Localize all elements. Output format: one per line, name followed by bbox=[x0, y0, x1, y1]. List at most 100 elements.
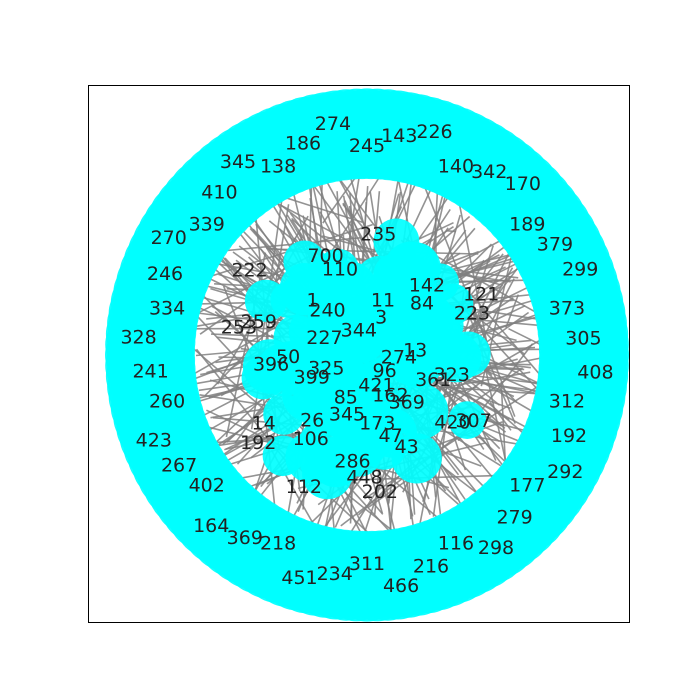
node-label: 186 bbox=[285, 133, 321, 155]
node-label: 344 bbox=[341, 320, 377, 342]
node-label: 192 bbox=[551, 425, 587, 447]
node-label: 85 bbox=[334, 387, 358, 409]
node-label: 305 bbox=[565, 328, 601, 350]
graph-node bbox=[389, 242, 441, 294]
graph-node bbox=[341, 392, 387, 438]
node-label: 143 bbox=[381, 125, 417, 147]
node-label: 202 bbox=[362, 481, 398, 503]
node-label: 292 bbox=[547, 461, 583, 483]
node-label: 423 bbox=[136, 429, 172, 451]
node-label: 116 bbox=[438, 532, 474, 554]
node-label: 307 bbox=[455, 410, 491, 432]
node-label: 106 bbox=[293, 428, 329, 450]
node-label: 240 bbox=[309, 299, 345, 321]
node-label: 466 bbox=[383, 575, 419, 597]
node-label: 369 bbox=[227, 527, 263, 549]
node-label: 226 bbox=[416, 121, 452, 143]
node-label: 110 bbox=[322, 258, 358, 280]
node-label: 13 bbox=[403, 340, 427, 362]
node-label: 299 bbox=[562, 259, 598, 281]
node-label: 1 bbox=[306, 289, 318, 311]
graph-node bbox=[244, 279, 287, 322]
node-label: 162 bbox=[372, 384, 408, 406]
graph-node bbox=[285, 431, 338, 484]
node-label: 334 bbox=[149, 298, 185, 320]
node-label: 241 bbox=[132, 361, 168, 383]
node-label: 369 bbox=[389, 392, 425, 414]
node-label: 700 bbox=[307, 245, 343, 267]
graph-node bbox=[448, 401, 487, 439]
node-label: 274 bbox=[381, 346, 417, 368]
node-label: 173 bbox=[359, 413, 395, 435]
node-label: 286 bbox=[334, 451, 370, 473]
node-label: 312 bbox=[549, 391, 585, 413]
graph-node bbox=[310, 252, 351, 293]
node-label: 311 bbox=[349, 553, 385, 575]
node-label: 223 bbox=[454, 302, 490, 324]
node-label: 267 bbox=[161, 455, 197, 477]
node-label: 260 bbox=[149, 391, 185, 413]
graph-node bbox=[392, 383, 449, 440]
node-label: 270 bbox=[151, 227, 187, 249]
node-label: 342 bbox=[471, 161, 507, 183]
graph-edge bbox=[471, 294, 544, 379]
node-label: 361 bbox=[415, 369, 451, 391]
plot-frame bbox=[88, 85, 630, 623]
graph-node bbox=[431, 283, 474, 326]
node-label: 43 bbox=[395, 436, 419, 458]
graph-node bbox=[538, 324, 591, 376]
node-label: 14 bbox=[252, 413, 276, 435]
node-label: 50 bbox=[276, 346, 300, 368]
node-label: 245 bbox=[349, 135, 385, 157]
node-label: 399 bbox=[294, 367, 330, 389]
graph-edge bbox=[500, 384, 506, 460]
graph-node bbox=[313, 339, 357, 383]
node-label: 323 bbox=[434, 364, 470, 386]
node-label: 410 bbox=[201, 182, 237, 204]
node-label: 96 bbox=[373, 360, 397, 382]
node-label: 222 bbox=[231, 259, 267, 281]
node-label: 328 bbox=[120, 327, 156, 349]
node-label: 140 bbox=[438, 156, 474, 178]
graph-edge bbox=[445, 229, 457, 233]
graph-edge bbox=[363, 385, 539, 500]
node-label: 246 bbox=[147, 263, 183, 285]
node-label: 235 bbox=[360, 223, 396, 245]
node-label: 121 bbox=[463, 284, 499, 306]
node-label: 402 bbox=[189, 474, 225, 496]
node-label: 26 bbox=[300, 410, 324, 432]
node-label: 253 bbox=[221, 316, 257, 338]
node-label: 218 bbox=[260, 532, 296, 554]
node-label: 234 bbox=[317, 563, 353, 585]
node-label: 259 bbox=[241, 311, 277, 333]
node-label: 345 bbox=[329, 403, 365, 425]
node-label: 189 bbox=[509, 214, 545, 236]
node-label: 274 bbox=[315, 113, 351, 135]
node-label: 325 bbox=[308, 358, 344, 380]
node-label: 279 bbox=[496, 506, 532, 528]
node-label: 379 bbox=[537, 233, 573, 255]
graph-edge bbox=[455, 186, 490, 352]
node-label: 298 bbox=[478, 537, 514, 559]
node-label: 216 bbox=[413, 556, 449, 578]
graph-edge bbox=[422, 371, 531, 393]
node-label: 373 bbox=[549, 298, 585, 320]
node-label: 227 bbox=[306, 327, 342, 349]
node-label: 345 bbox=[220, 151, 256, 173]
node-label: 408 bbox=[577, 362, 613, 384]
node-label: 3 bbox=[375, 306, 387, 328]
node-label: 11 bbox=[371, 289, 395, 311]
node-label: 192 bbox=[240, 432, 276, 454]
node-label: 138 bbox=[260, 156, 296, 178]
node-label: 339 bbox=[189, 214, 225, 236]
node-label: 448 bbox=[346, 467, 382, 489]
node-label: 420 bbox=[434, 412, 470, 434]
node-label: 421 bbox=[358, 374, 394, 396]
node-label: 84 bbox=[410, 293, 434, 315]
node-label: 177 bbox=[509, 474, 545, 496]
nodes-layer bbox=[105, 88, 629, 622]
node-label: 47 bbox=[379, 425, 403, 447]
node-label: 396 bbox=[253, 353, 289, 375]
